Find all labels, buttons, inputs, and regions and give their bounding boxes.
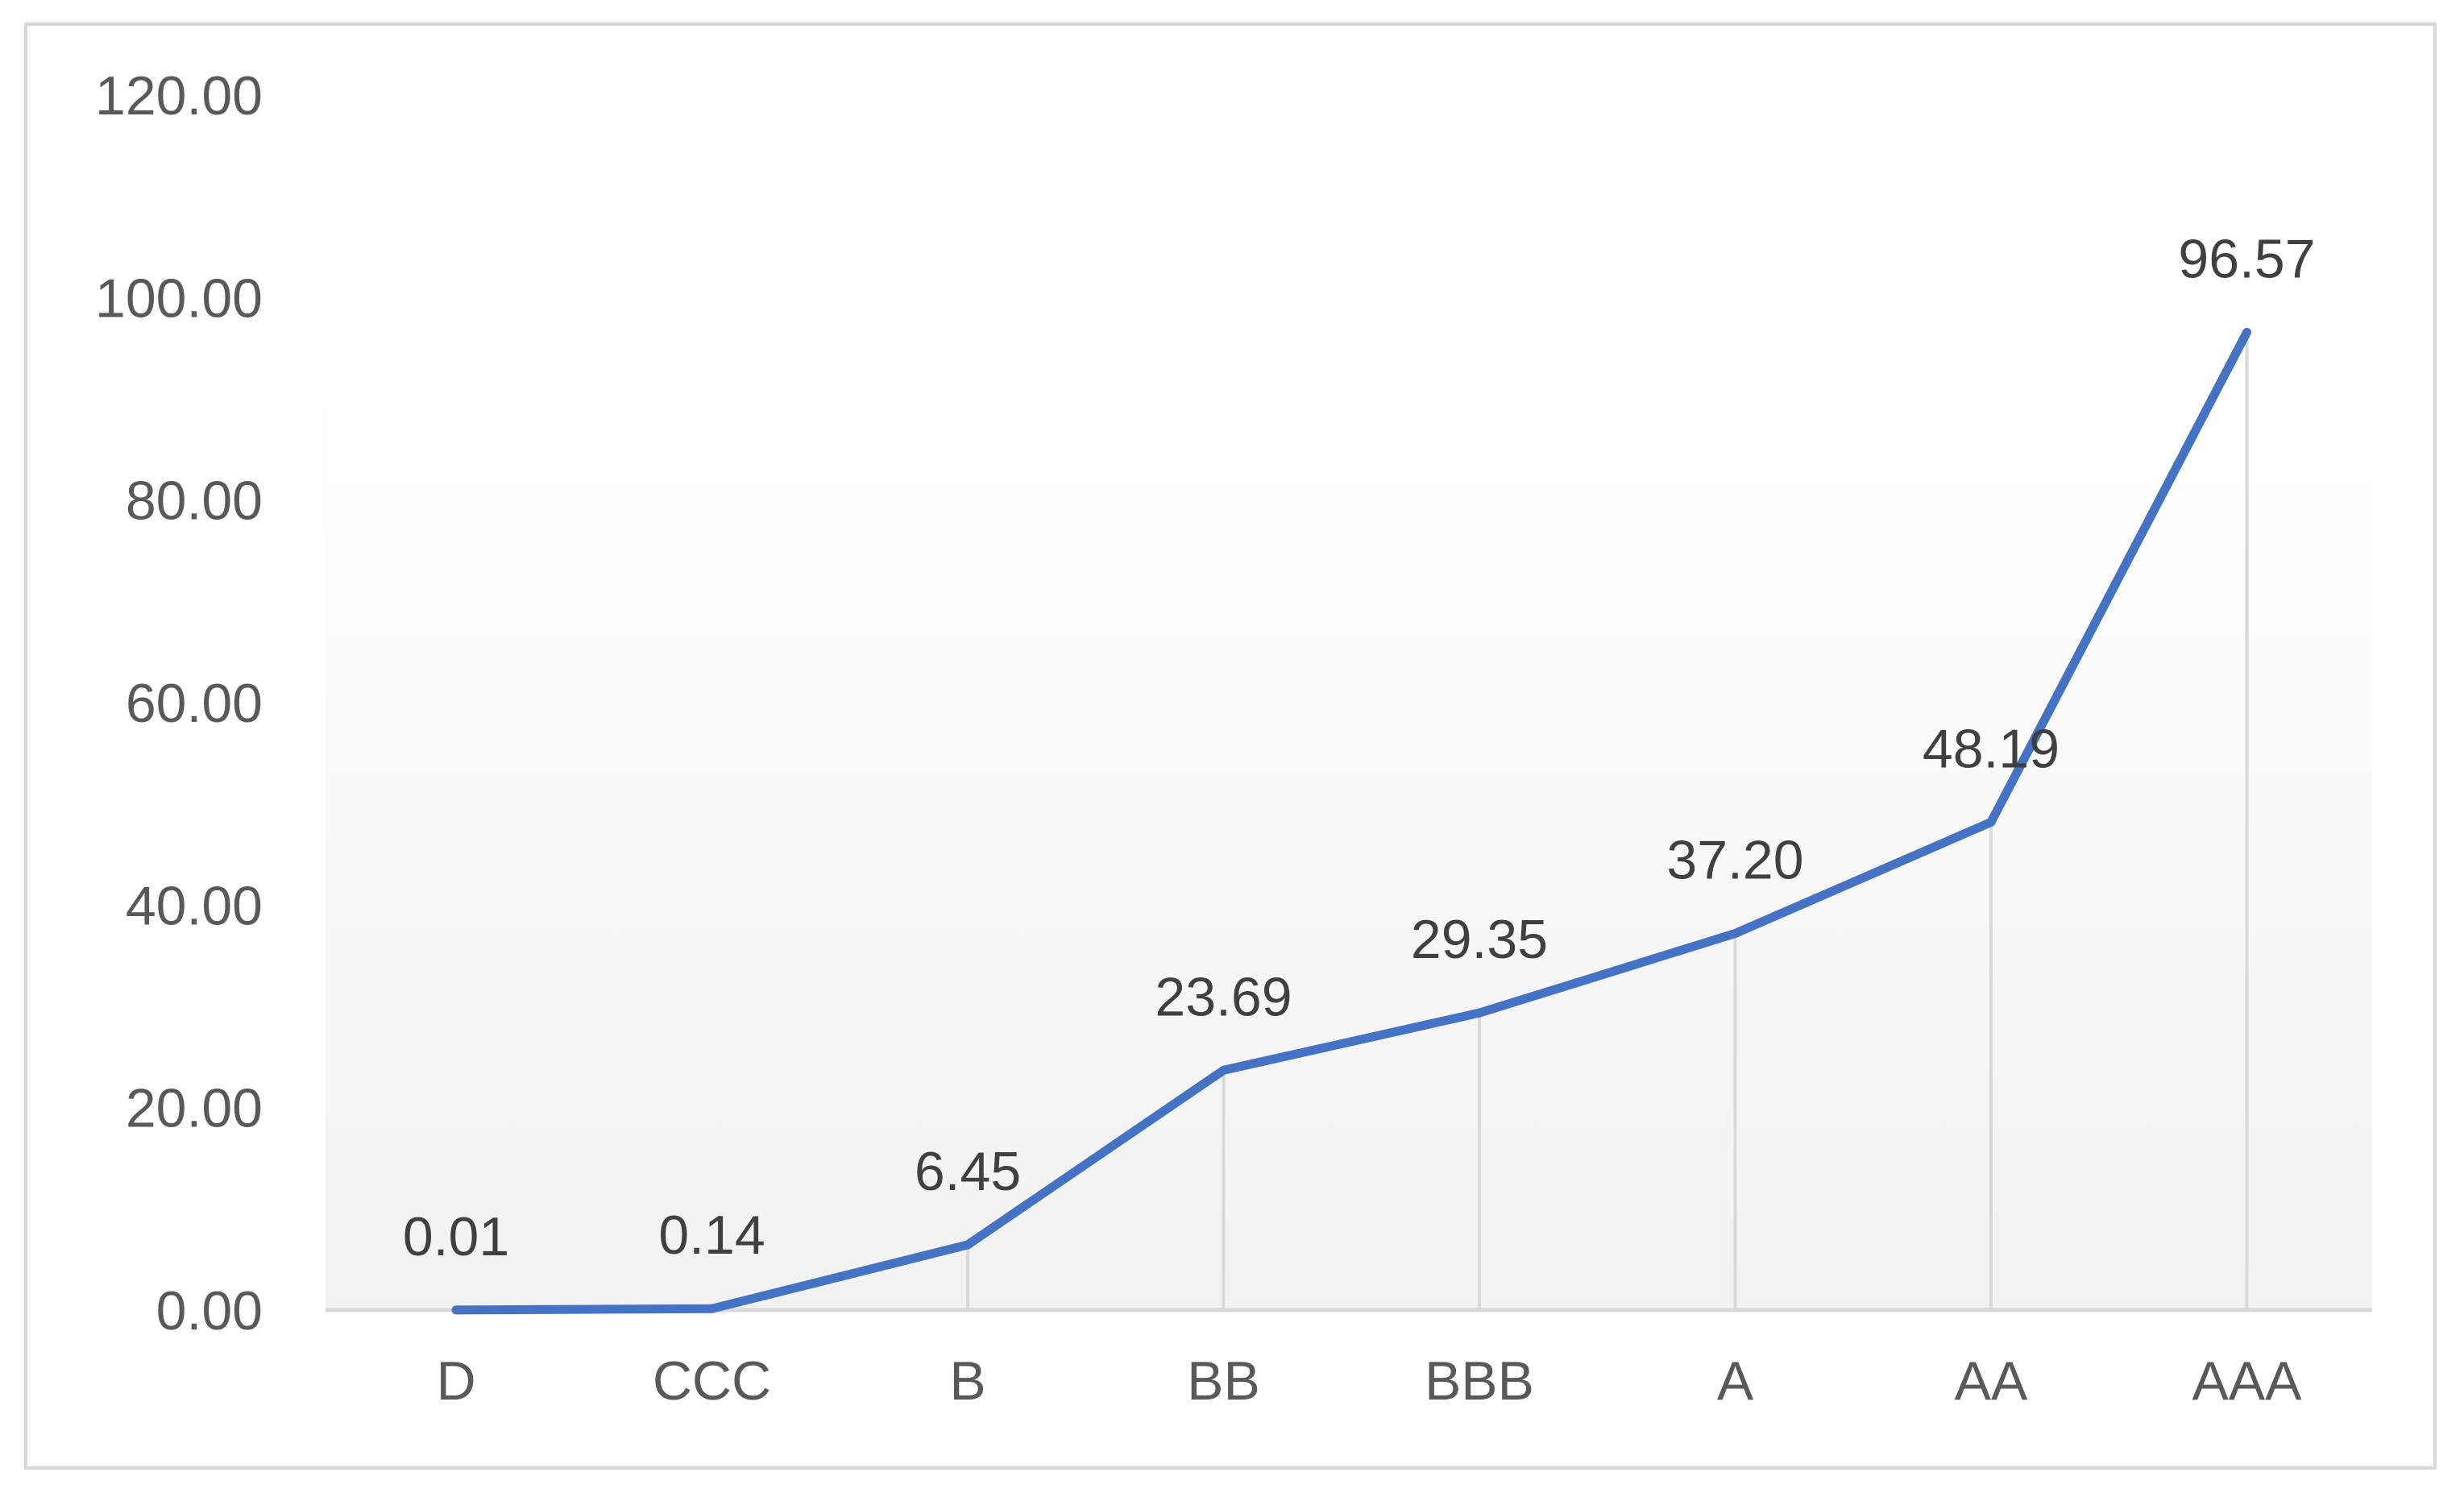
- data-labels: 0.01 0.14 6.45 23.69 29.35 37.20 48.19 96.57: [403, 228, 2316, 1267]
- y-tick-label: 20.00: [126, 1078, 263, 1139]
- data-label-bbb: 29.35: [1411, 909, 1548, 970]
- y-tick-label: 0.00: [156, 1280, 263, 1342]
- series-line: [451, 327, 2251, 1315]
- x-tick-label-b: B: [949, 1350, 985, 1412]
- x-tick-label-aaa: AAA: [2192, 1350, 2302, 1412]
- x-tick-label-aa: AA: [1955, 1350, 2028, 1412]
- x-tick-label-a: A: [1717, 1350, 1754, 1412]
- line-chart: 0.00 20.00 40.00 60.00 80.00 100.00 120.00 D CC…: [95, 65, 2372, 1412]
- plot-area-background: [326, 372, 2372, 1310]
- data-label-bb: 23.69: [1155, 966, 1292, 1027]
- y-tick-label: 120.00: [95, 65, 263, 126]
- x-tick-label-bb: BB: [1187, 1350, 1260, 1412]
- x-axis-tick-labels: D CCC B BB BBB A AA AAA: [436, 1350, 2302, 1412]
- y-tick-label: 80.00: [126, 471, 263, 532]
- x-tick-label-ccc: CCC: [653, 1350, 771, 1412]
- y-axis-tick-labels: 0.00 20.00 40.00 60.00 80.00 100.00 120.00: [95, 65, 263, 1342]
- data-label-d: 0.01: [403, 1206, 509, 1267]
- data-label-ccc: 0.14: [658, 1205, 765, 1266]
- chart-frame: 0.00 20.00 40.00 60.00 80.00 100.00 120.00 D CC…: [24, 23, 2437, 1470]
- y-tick-label: 60.00: [126, 673, 263, 734]
- drop-lines: [454, 332, 2249, 1310]
- x-tick-label-bbb: BBB: [1425, 1350, 1534, 1412]
- data-label-aaa: 96.57: [2178, 228, 2315, 289]
- data-label-a: 37.20: [1666, 830, 1803, 891]
- data-label-aa: 48.19: [1923, 718, 2060, 779]
- data-label-b: 6.45: [915, 1141, 1021, 1202]
- y-tick-label: 100.00: [95, 267, 263, 329]
- x-tick-label-d: D: [436, 1350, 475, 1412]
- y-tick-label: 40.00: [126, 875, 263, 936]
